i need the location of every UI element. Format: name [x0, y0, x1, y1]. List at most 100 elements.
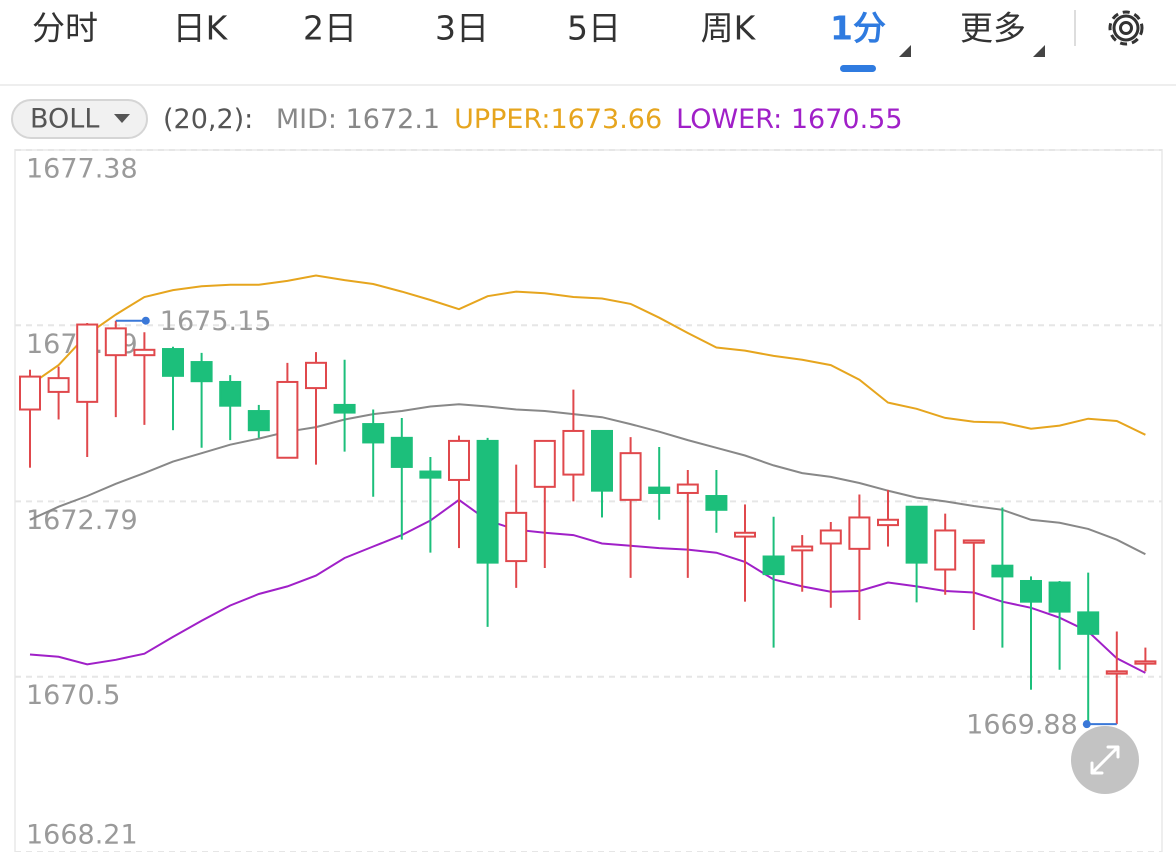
candle-body — [819, 529, 842, 545]
expand-icon — [1090, 745, 1120, 775]
extreme-label: 1675.15 — [160, 306, 272, 337]
candle — [19, 369, 41, 468]
tab-underline — [840, 65, 876, 72]
y-tick-label: 1677.38 — [26, 154, 138, 185]
candle-body — [133, 348, 156, 357]
gear-hub — [1119, 21, 1133, 35]
candle — [991, 507, 1014, 648]
candle — [705, 469, 728, 533]
settings-icon[interactable] — [1108, 10, 1144, 46]
indicator-params: (20,2): — [163, 104, 253, 135]
band-line — [29, 498, 1146, 674]
candle-body — [533, 439, 556, 488]
candle-body — [448, 439, 470, 481]
candle-body — [705, 495, 728, 511]
tab[interactable]: 5日 — [567, 9, 621, 48]
candle-body — [791, 545, 814, 552]
candle — [305, 352, 327, 465]
tab[interactable]: 周K — [701, 9, 757, 48]
candle — [1134, 647, 1157, 672]
candle-body — [505, 511, 528, 563]
dropdown-arrow — [899, 45, 911, 57]
candle-body — [333, 403, 356, 414]
candle — [104, 320, 127, 418]
tab[interactable]: 分时 — [32, 9, 98, 48]
candle — [505, 464, 528, 588]
candle-body — [305, 361, 327, 390]
candle-body — [962, 539, 985, 544]
candle — [819, 522, 842, 608]
candle-body — [934, 529, 957, 571]
candle-body — [848, 516, 871, 550]
candle — [619, 437, 642, 578]
fullscreen-button[interactable] — [1071, 726, 1139, 794]
candle — [1077, 572, 1100, 723]
indicator-button[interactable]: BOLL — [11, 99, 148, 139]
extreme-dot — [141, 316, 150, 325]
candle — [648, 447, 671, 520]
legend-entry: LOWER: 1670.55 — [676, 104, 902, 135]
candle-body — [591, 429, 613, 492]
candle — [877, 489, 899, 547]
button-bg — [11, 99, 148, 139]
candle — [1105, 631, 1128, 725]
candle — [276, 362, 299, 459]
candle — [219, 375, 242, 441]
tab[interactable]: 1分 — [830, 9, 886, 48]
candle-body — [390, 436, 413, 468]
tab[interactable]: 更多 — [960, 9, 1026, 48]
candle — [419, 456, 442, 553]
candle — [848, 494, 871, 621]
dropdown-arrow — [114, 114, 130, 123]
candle — [905, 505, 928, 603]
candle-body — [104, 327, 127, 357]
candle-body — [1048, 581, 1071, 613]
candle-body — [476, 439, 499, 564]
tab[interactable]: 日K — [173, 9, 229, 48]
candle-body — [676, 483, 699, 494]
candle — [533, 439, 556, 568]
candle-body — [19, 375, 41, 411]
candle — [133, 332, 156, 425]
candle-body — [762, 555, 785, 576]
candle — [162, 346, 184, 431]
candle — [562, 389, 585, 502]
y-tick-label: 1672.79 — [26, 505, 138, 536]
legend-entry: MID: 1672.1 — [276, 104, 440, 135]
extreme-label: 1669.88 — [966, 710, 1078, 741]
candle-body — [905, 505, 928, 564]
candle-body — [1077, 611, 1100, 635]
tab[interactable]: 3日 — [435, 9, 489, 48]
candle-body — [619, 452, 642, 501]
candle-body — [991, 564, 1014, 578]
candle-body — [419, 470, 442, 479]
legend-entry: UPPER:1673.66 — [454, 104, 662, 135]
band-line — [29, 274, 1146, 436]
gear-ring — [1112, 14, 1140, 42]
indicator-readout: (20,2): MID: 1672.1 UPPER:1673.66 LOWER: 1… — [163, 104, 903, 135]
extreme-dot — [1082, 720, 1091, 729]
candle-body — [362, 423, 385, 444]
candle-body — [1020, 579, 1042, 603]
dropdown-arrow — [1033, 45, 1045, 57]
candle — [762, 516, 785, 648]
tab[interactable]: 2日 — [303, 9, 357, 48]
candle — [47, 366, 70, 420]
candle — [1048, 580, 1071, 670]
candle — [791, 535, 814, 592]
candle — [934, 513, 957, 595]
candle-body — [247, 410, 270, 432]
indicator-name: BOLL — [30, 104, 99, 135]
candle — [448, 435, 470, 549]
candle-body — [1134, 660, 1157, 665]
candle — [362, 409, 385, 497]
candle-body — [276, 380, 299, 459]
candle — [734, 504, 756, 602]
candle-body — [190, 361, 213, 383]
candle-body — [1105, 670, 1128, 675]
candle-body — [648, 486, 671, 494]
candle — [676, 469, 699, 578]
candle — [591, 429, 613, 518]
candle — [76, 323, 99, 457]
